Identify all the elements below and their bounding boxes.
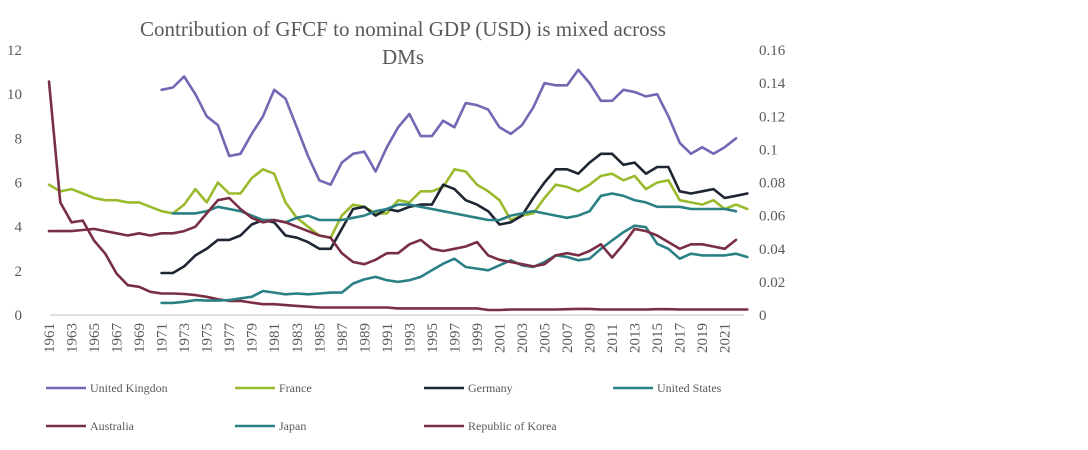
right-y-tick-label: 0.14: [759, 76, 786, 92]
left-y-tick-label: 2: [15, 264, 23, 280]
right-y-tick-label: 0.08: [759, 176, 785, 192]
legend-label-australia: Australia: [90, 419, 135, 433]
legend-label-france: France: [279, 381, 312, 395]
right-y-tick-label: 0.02: [759, 275, 785, 291]
x-tick-label: 1997: [447, 323, 463, 354]
left-y-tick-label: 6: [15, 176, 23, 192]
x-tick-label: 1969: [132, 323, 148, 353]
legend-label-united-kingdon: United Kingdon: [90, 381, 168, 395]
chart-title: Contribution of GFCF to nominal GDP (USD…: [140, 17, 666, 69]
legend: United Kingdon France Germany United States…: [46, 381, 722, 433]
x-tick-label: 1975: [200, 323, 216, 353]
x-tick-label: 1965: [87, 323, 103, 353]
series-line-united-states: [171, 192, 738, 224]
right-y-tick-label: 0.1: [759, 142, 778, 158]
x-tick-label: 2009: [583, 323, 599, 353]
x-tick-label: 1999: [470, 323, 486, 353]
right-y-tick-label: 0.04: [759, 242, 786, 258]
chart-title-line-2: DMs: [382, 45, 424, 69]
chart-title-line-1: Contribution of GFCF to nominal GDP (USD…: [140, 17, 666, 41]
right-y-tick-label: 0.16: [759, 43, 786, 59]
series-line-united-kingdon: [160, 68, 738, 186]
left-y-tick-label: 0: [15, 308, 23, 324]
x-tick-label: 2003: [515, 323, 531, 353]
x-tick-label: 2011: [605, 324, 621, 353]
legend-label-japan: Japan: [279, 419, 306, 433]
x-tick-label: 1995: [425, 323, 441, 353]
right-y-tick-label: 0: [759, 308, 767, 324]
series-line-france: [47, 168, 749, 239]
x-tick-label: 1993: [402, 323, 418, 353]
x-tick-label: 2013: [628, 323, 644, 353]
x-tick-label: 1985: [312, 323, 328, 353]
x-tick-label: 1983: [290, 323, 306, 353]
x-tick-label: 2021: [718, 323, 734, 353]
x-tick-label: 2001: [492, 323, 508, 353]
legend-label-germany: Germany: [468, 381, 513, 395]
x-tick-label: 1977: [222, 323, 238, 354]
legend-label-united-states: United States: [657, 381, 722, 395]
x-tick-label: 2017: [673, 323, 689, 354]
left-y-tick-label: 4: [15, 220, 23, 236]
x-tick-label: 2019: [695, 323, 711, 353]
right-y-axis: 0 0.02 0.04 0.06 0.08 0.1 0.12 0.14 0.16: [759, 43, 786, 324]
right-y-tick-label: 0.06: [759, 209, 786, 225]
x-tick-label: 1971: [155, 323, 171, 353]
x-tick-label: 2015: [650, 323, 666, 353]
series-line-republic-of-korea: [47, 196, 738, 268]
x-tick-label: 1987: [335, 323, 351, 354]
left-y-tick-label: 8: [15, 131, 23, 147]
x-tick-label: 1981: [267, 323, 283, 353]
x-tick-label: 2005: [538, 323, 554, 353]
x-tick-label: 1973: [177, 323, 193, 353]
x-tick-label: 1991: [380, 323, 396, 353]
x-tick-label: 1967: [110, 323, 126, 354]
x-tick-label: 1979: [245, 323, 261, 353]
x-tick-label: 2007: [560, 323, 576, 354]
x-tick-label: 1989: [357, 323, 373, 353]
plot-area: [47, 68, 749, 312]
legend-label-republic-of-korea: Republic of Korea: [468, 419, 557, 433]
x-tick-label: 1961: [42, 323, 58, 353]
left-y-tick-label: 10: [7, 87, 22, 103]
left-y-axis: 0 2 4 6 8 10 12: [7, 43, 23, 324]
series-line-australia: [47, 80, 749, 312]
left-y-tick-label: 12: [7, 43, 22, 59]
right-y-tick-label: 0.12: [759, 109, 785, 125]
x-axis: 1961 1963 1965 1967 1969 1971 1973 1975 1977 1979…: [42, 323, 734, 354]
x-tick-label: 1963: [65, 323, 81, 353]
